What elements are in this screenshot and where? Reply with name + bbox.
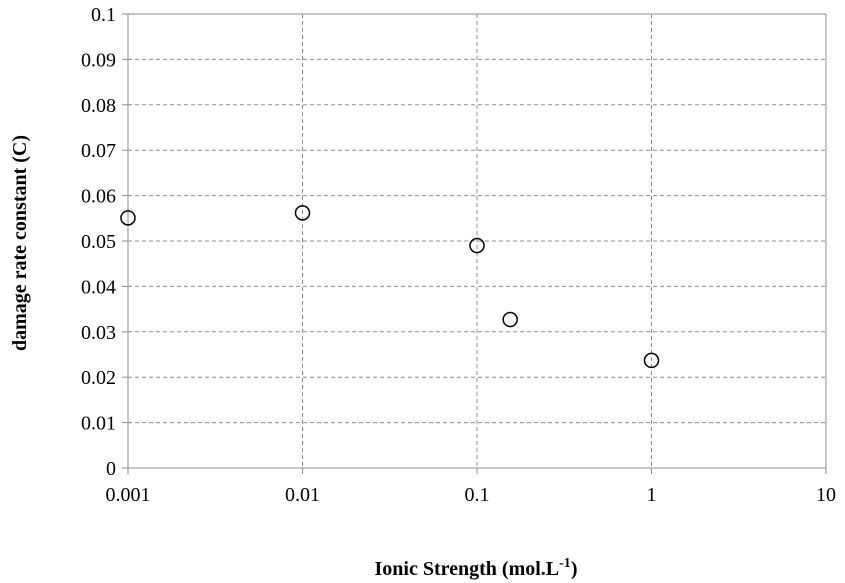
x-axis-title-suffix: ): [571, 558, 578, 580]
x-axis-title-superscript: -1: [559, 556, 571, 571]
y-tick-label: 0.06: [81, 186, 116, 208]
y-axis-title: damage rate constant (C): [9, 135, 31, 351]
data-point: [502, 311, 518, 328]
x-tick-labels: 0.001 0.01 0.1 1 10: [106, 484, 837, 506]
data-point: [294, 205, 311, 221]
y-tick-label: 0.01: [81, 413, 116, 435]
x-tick-label: 1: [647, 484, 657, 506]
y-tick-label: 0: [106, 458, 116, 480]
y-tick-label: 0.1: [91, 4, 116, 26]
axes: [122, 13, 827, 474]
x-tick-label: 0.01: [285, 484, 320, 506]
y-tick-label: 0.09: [81, 49, 116, 71]
x-axis-title-main: Ionic Strength (mol.L: [375, 558, 560, 580]
y-tick-labels: 0 0.01 0.02 0.03 0.04 0.05 0.06 0.07 0.08 0.09 0.1: [81, 4, 116, 480]
x-tick-label: 10: [816, 484, 836, 506]
data-point: [120, 210, 136, 226]
data-point: [469, 237, 485, 254]
x-tick-label: 0.001: [106, 484, 151, 506]
y-tick-label: 0.07: [81, 140, 116, 162]
y-tick-label: 0.04: [81, 276, 116, 298]
y-tick-label: 0.03: [81, 322, 116, 344]
grid-lines: [128, 13, 827, 468]
data-points: [120, 205, 660, 369]
y-tick-label: 0.08: [81, 95, 116, 117]
y-tick-label: 0.05: [81, 231, 116, 253]
data-point: [643, 352, 660, 369]
y-tick-label: 0.02: [81, 367, 116, 389]
x-tick-label: 0.1: [465, 484, 490, 506]
x-axis-title: Ionic Strength (mol.L-1): [375, 556, 578, 580]
